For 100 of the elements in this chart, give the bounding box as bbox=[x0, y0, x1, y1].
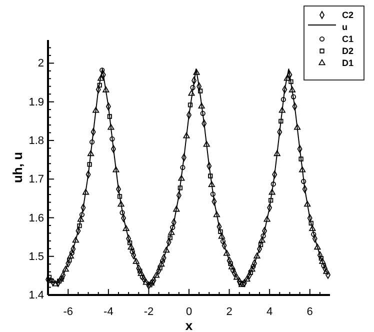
point bbox=[160, 258, 166, 264]
point bbox=[112, 166, 120, 172]
point bbox=[238, 280, 243, 286]
point bbox=[82, 188, 90, 195]
point bbox=[208, 181, 215, 187]
point bbox=[294, 124, 301, 130]
point bbox=[57, 278, 62, 284]
x-tick-label: -2 bbox=[144, 306, 154, 318]
point bbox=[258, 236, 266, 243]
legend-label: D1 bbox=[342, 58, 354, 68]
point bbox=[190, 84, 196, 90]
point bbox=[188, 90, 195, 96]
point bbox=[210, 192, 216, 197]
x-tick-label: -6 bbox=[63, 306, 74, 318]
y-tick-label: 1.8 bbox=[28, 134, 44, 147]
point bbox=[298, 156, 304, 162]
point bbox=[280, 96, 286, 102]
point bbox=[208, 174, 213, 178]
y-tick-label: 1.4 bbox=[28, 290, 44, 302]
point bbox=[193, 69, 200, 75]
legend-label: C2 bbox=[342, 10, 354, 20]
point bbox=[278, 118, 284, 124]
point bbox=[198, 88, 203, 94]
point bbox=[178, 174, 185, 181]
point bbox=[138, 268, 142, 274]
point bbox=[290, 94, 296, 100]
point bbox=[218, 232, 226, 239]
point bbox=[173, 206, 180, 212]
point bbox=[183, 132, 190, 138]
y-tick-label: 1.5 bbox=[28, 250, 44, 263]
point bbox=[168, 229, 175, 235]
point bbox=[308, 220, 314, 226]
point bbox=[100, 68, 105, 73]
point bbox=[321, 263, 326, 268]
point bbox=[107, 114, 112, 119]
point bbox=[323, 268, 330, 274]
point bbox=[52, 280, 59, 286]
point bbox=[198, 102, 205, 109]
point bbox=[128, 244, 134, 250]
point bbox=[72, 236, 79, 243]
legend-label: D2 bbox=[342, 46, 354, 56]
y-tick-label: 1.6 bbox=[28, 212, 44, 224]
point bbox=[88, 150, 94, 156]
point bbox=[268, 188, 276, 195]
point bbox=[250, 264, 256, 269]
y-axis-title: uh, u bbox=[10, 152, 25, 184]
point bbox=[79, 212, 85, 218]
point bbox=[223, 250, 230, 256]
point bbox=[130, 249, 135, 254]
point bbox=[299, 166, 306, 172]
point bbox=[168, 235, 172, 240]
point bbox=[304, 200, 311, 207]
x-axis-title: x bbox=[185, 318, 194, 332]
point bbox=[77, 216, 84, 222]
x-tick-label: 2 bbox=[226, 306, 232, 318]
point bbox=[67, 252, 74, 258]
point bbox=[118, 200, 124, 207]
point bbox=[128, 240, 132, 246]
point bbox=[218, 229, 223, 234]
point bbox=[264, 216, 270, 222]
point bbox=[110, 136, 115, 142]
point bbox=[87, 162, 92, 167]
point bbox=[228, 261, 233, 266]
legend-label: u bbox=[342, 22, 348, 32]
point bbox=[158, 266, 162, 270]
point bbox=[270, 182, 276, 187]
point bbox=[108, 124, 114, 130]
point bbox=[244, 276, 250, 282]
legend-label: C1 bbox=[342, 34, 354, 44]
point bbox=[258, 242, 264, 248]
point bbox=[163, 246, 170, 253]
x-tick-label: 4 bbox=[266, 306, 273, 318]
y-tick-label: 1.7 bbox=[28, 174, 44, 186]
point bbox=[203, 140, 210, 147]
point bbox=[254, 252, 260, 258]
point bbox=[57, 276, 64, 282]
y-tick-label: 2 bbox=[38, 58, 44, 70]
point bbox=[220, 238, 226, 244]
point bbox=[188, 102, 193, 108]
point bbox=[132, 258, 140, 264]
point bbox=[97, 82, 102, 88]
point bbox=[67, 258, 72, 263]
point bbox=[319, 258, 326, 264]
point bbox=[274, 150, 280, 156]
point bbox=[284, 74, 290, 81]
point bbox=[311, 232, 316, 237]
point bbox=[278, 106, 286, 113]
point bbox=[152, 272, 160, 278]
point bbox=[260, 233, 266, 238]
point bbox=[288, 86, 296, 92]
point bbox=[138, 270, 144, 276]
point bbox=[150, 279, 156, 284]
point bbox=[309, 225, 316, 232]
point bbox=[180, 164, 186, 170]
x-tick-label: 0 bbox=[186, 306, 192, 318]
point bbox=[248, 270, 254, 275]
point bbox=[158, 260, 165, 267]
point bbox=[120, 210, 125, 216]
point bbox=[62, 266, 69, 272]
point bbox=[228, 263, 236, 270]
